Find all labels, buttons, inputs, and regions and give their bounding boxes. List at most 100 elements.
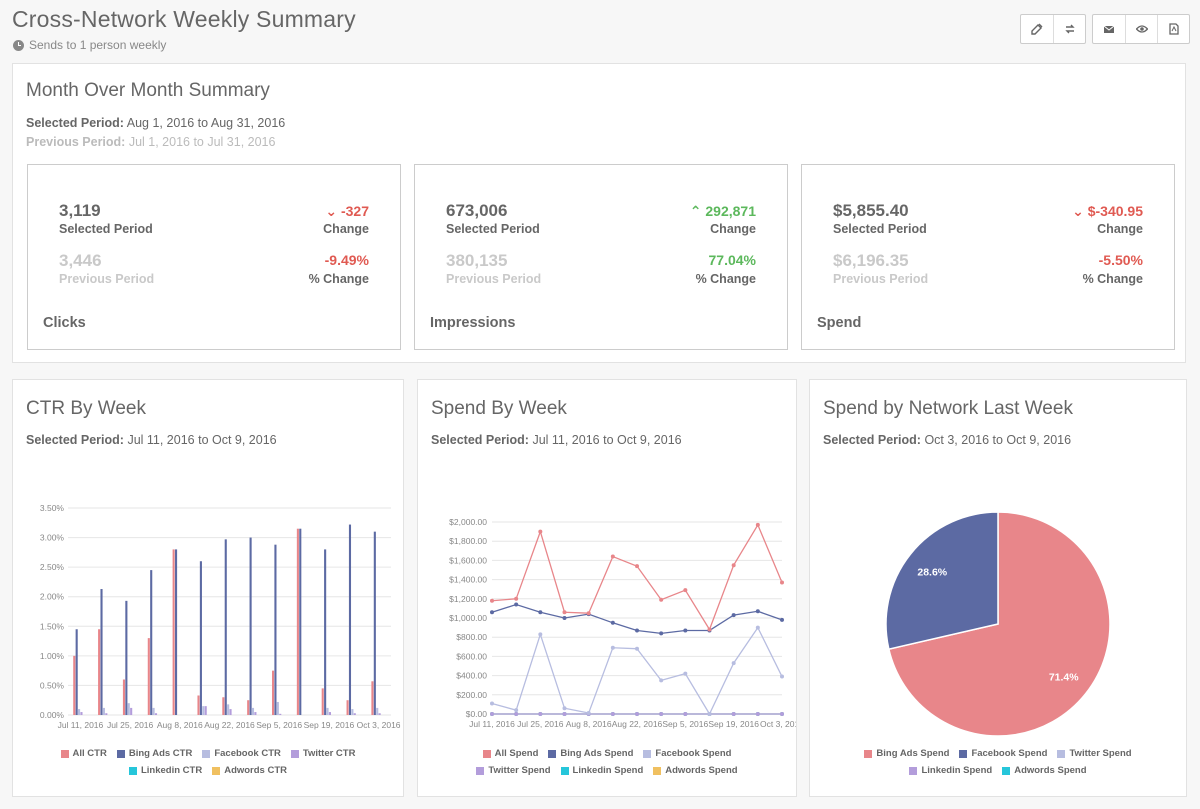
legend-item-linkedin-ctr[interactable]: Linkedin CTR <box>128 765 202 776</box>
pdf-icon <box>1168 23 1179 35</box>
previous-value: $6,196.35 <box>833 251 909 270</box>
x-tick-label: Aug 8, 2016 <box>566 719 612 729</box>
legend-item-bing-ads-spend[interactable]: Bing Ads Spend <box>548 748 633 759</box>
point-facebook-spend <box>731 661 736 666</box>
network-title: Spend by Network Last Week <box>823 398 1073 419</box>
legend-item-twitter-ctr[interactable]: Twitter CTR <box>290 748 355 759</box>
chevron-up-icon: ⌃ <box>689 203 706 219</box>
legend-item-linkedin-spend[interactable]: Linkedin Spend <box>560 765 643 776</box>
email-button[interactable] <box>1093 15 1125 43</box>
legend-item-all-spend[interactable]: All Spend <box>482 748 539 759</box>
previous-value: 3,446 <box>59 251 102 270</box>
point-bing-ads-spend <box>635 628 639 633</box>
mom-title: Month Over Month Summary <box>26 80 270 101</box>
legend-item-all-ctr[interactable]: All CTR <box>60 748 107 759</box>
pct-change-label: % Change <box>1082 272 1143 286</box>
x-tick-label: Oct 3, 2016 <box>357 720 401 730</box>
point-bing-ads-spend <box>755 609 760 614</box>
legend-row: All CTR Bing Ads CTR Facebook CTR Twitter C… <box>13 748 403 759</box>
clock-icon <box>13 39 24 51</box>
legend-item-twitter-spend[interactable]: Twitter Spend <box>476 765 551 776</box>
point-all-spend <box>610 554 615 559</box>
legend-item-facebook-spend[interactable]: Facebook Spend <box>643 748 731 759</box>
point-facebook-spend <box>562 706 567 711</box>
bar-facebook-ctr <box>102 707 105 715</box>
legend-row: Linkedin CTR Adwords CTR <box>13 765 403 776</box>
legend-item-twitter-spend[interactable]: Twitter Spend <box>1057 748 1132 759</box>
bar-facebook-ctr <box>202 706 205 715</box>
legend-item-facebook-ctr[interactable]: Facebook CTR <box>202 748 281 759</box>
y-tick-label: 1.00% <box>40 651 65 661</box>
bar-facebook-ctr <box>326 707 329 715</box>
schedule-text: Sends to 1 person weekly <box>29 38 167 52</box>
bar-facebook-ctr <box>251 707 255 715</box>
bar-bing-ads-ctr <box>150 570 153 715</box>
bar-bing-ads-ctr <box>249 537 252 715</box>
ctr-legend: All CTR Bing Ads CTR Facebook CTR Twitter C… <box>13 748 403 782</box>
point-bing-ads-spend <box>562 616 567 620</box>
refresh-icon <box>1064 24 1075 34</box>
legend-item-linkedin-spend[interactable]: Linkedin Spend <box>909 765 992 776</box>
legend-swatch <box>128 766 137 775</box>
selected-period-range: Jul 11, 2016 to Oct 9, 2016 <box>532 433 682 447</box>
legend-row: Bing Ads Spend Facebook Spend Twitter Spen… <box>810 748 1186 759</box>
point-facebook-spend <box>780 674 784 679</box>
bar-all-ctr <box>296 528 299 715</box>
y-tick-label: 3.50% <box>40 503 65 513</box>
bar-all-ctr <box>172 549 175 715</box>
bar-all-ctr <box>371 681 374 715</box>
legend-item-bing-ads-ctr[interactable]: Bing Ads CTR <box>116 748 192 759</box>
point-all-spend <box>731 563 736 568</box>
legend-label: All Spend <box>494 748 539 759</box>
y-tick-label: $600.00 <box>456 651 487 661</box>
schedule-info: Sends to 1 person weekly <box>13 38 166 52</box>
pdf-button[interactable] <box>1157 15 1189 43</box>
bar-facebook-ctr <box>152 707 155 715</box>
legend-item-adwords-ctr[interactable]: Adwords CTR <box>212 765 287 776</box>
change-number: $-340.95 <box>1087 203 1143 219</box>
y-tick-label: 0.00% <box>40 710 65 720</box>
legend-label: All CTR <box>72 748 107 759</box>
point-all-spend <box>683 588 688 593</box>
legend-label: Adwords CTR <box>224 765 288 776</box>
edit-icon <box>1031 23 1043 35</box>
refresh-button[interactable] <box>1053 15 1085 43</box>
point-facebook-spend <box>635 646 639 651</box>
bar-twitter-ctr <box>254 712 257 715</box>
spend-panel: Spend By Week Selected Period: Jul 11, 2… <box>417 379 797 797</box>
bar-twitter-ctr <box>229 709 232 715</box>
x-tick-label: Oct 3, 2016 <box>760 719 796 729</box>
bar-all-ctr <box>247 700 250 715</box>
legend-item-bing-ads-spend[interactable]: Bing Ads Spend <box>864 748 949 759</box>
network-legend: Bing Ads Spend Facebook Spend Twitter Spen… <box>810 748 1186 782</box>
mom-previous-period: Previous Period: Jul 1, 2016 to Jul 31, … <box>26 135 275 149</box>
legend-item-adwords-spend[interactable]: Adwords Spend <box>1002 765 1087 776</box>
bar-bing-ads-ctr <box>199 561 202 715</box>
edit-button[interactable] <box>1021 15 1053 43</box>
share-toolbar <box>1092 14 1190 44</box>
legend-item-adwords-spend[interactable]: Adwords Spend <box>653 765 738 776</box>
pct-change-label: % Change <box>695 272 756 286</box>
x-tick-label: Sep 19, 2016 <box>304 720 355 730</box>
legend-label: Adwords Spend <box>1014 765 1087 776</box>
bar-bing-ads-ctr <box>299 528 302 715</box>
bar-all-ctr <box>321 688 324 715</box>
legend-swatch <box>290 749 299 758</box>
bar-bing-ads-ctr <box>100 589 103 715</box>
point-facebook-spend <box>755 625 760 630</box>
line-facebook-spend <box>491 626 783 716</box>
point-bing-ads-spend <box>683 628 688 633</box>
legend-item-facebook-spend[interactable]: Facebook Spend <box>959 748 1047 759</box>
point-twitter-spend <box>659 712 664 716</box>
ctr-title: CTR By Week <box>26 398 147 419</box>
bar-bing-ads-ctr <box>75 629 78 715</box>
x-tick-label: Jul 11, 2016 <box>58 720 104 730</box>
eye-icon <box>1135 25 1148 33</box>
x-tick-label: Sep 5, 2016 <box>256 720 302 730</box>
x-tick-label: Aug 22, 2016 <box>204 720 255 730</box>
y-tick-label: 0.50% <box>40 680 65 690</box>
bar-twitter-ctr <box>378 713 381 715</box>
change-label: Change <box>1097 222 1143 236</box>
preview-button[interactable] <box>1125 15 1157 43</box>
x-tick-label: Jul 25, 2016 <box>107 720 154 730</box>
